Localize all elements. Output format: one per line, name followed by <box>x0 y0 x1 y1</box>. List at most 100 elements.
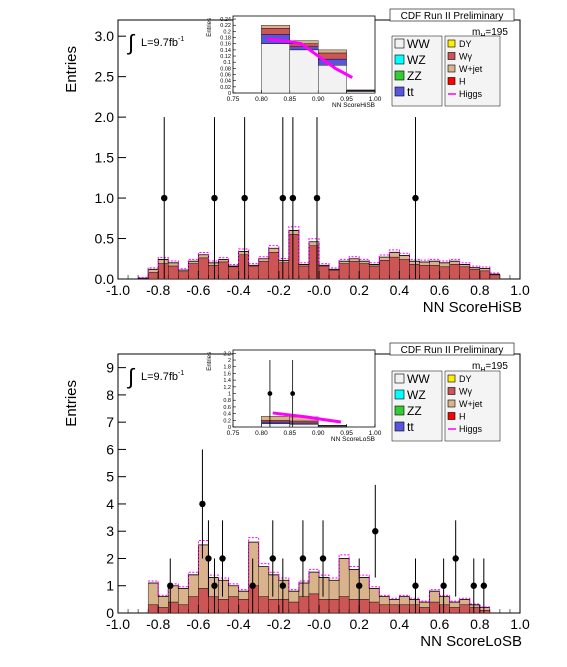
inset-x-tick-label: 0.75 <box>227 96 240 103</box>
mass-label: mH=195 <box>472 361 508 374</box>
bar-wgamma <box>198 588 209 614</box>
x-tick-label: -0.4 <box>227 616 251 632</box>
y-tick-label: 1 <box>106 578 114 594</box>
inset-y-tick-label: 0.4 <box>223 412 231 418</box>
inset-y-tick-label: 0.2 <box>223 29 231 35</box>
bar-wgamma <box>308 593 320 614</box>
inset-y-tick-label: 0.18 <box>220 36 231 42</box>
legend-swatch <box>447 387 456 395</box>
bar-wjet <box>198 254 209 259</box>
y-tick-label: 1.0 <box>95 190 115 206</box>
panel-hisb: -1.0 -0.8 -0.6 -0.4 -0.2 -0.0 0.2 0.4 0.6 0.8 1.00… <box>63 8 530 316</box>
bar-wgamma <box>238 599 249 614</box>
bar-wjet <box>429 260 440 266</box>
legend-swatch <box>394 389 405 400</box>
signal-line <box>138 226 500 278</box>
bar-wgamma <box>399 604 410 614</box>
inset-frame <box>232 349 376 428</box>
legend-left: WW WZ ZZ tt <box>391 370 443 442</box>
data-point <box>452 555 459 562</box>
inset-bar <box>289 420 319 424</box>
bar-wjet <box>288 590 300 603</box>
x-tick-label: -0.8 <box>146 282 170 298</box>
bar-wjet <box>198 544 209 589</box>
x-axis-title: NN ScoreHiSB <box>423 299 522 316</box>
bar-wgamma <box>338 263 350 280</box>
axes: -1.0 -0.8 -0.6 -0.4 -0.2 -0.0 0.2 0.4 0.6 0.8 1.00… <box>95 28 530 298</box>
inset-bar <box>289 424 319 428</box>
bar-wgamma <box>409 604 420 614</box>
inset-y-tick-label: 0.24 <box>220 17 231 23</box>
y-tick-label: 0.0 <box>95 271 115 287</box>
bar-wjet <box>268 248 280 253</box>
bar-wjet <box>399 596 410 606</box>
bar-wjet <box>228 585 239 597</box>
signal-overlay <box>138 226 500 278</box>
legend-swatch <box>447 64 456 73</box>
bar-wjet <box>258 566 269 597</box>
legend-label: ZZ <box>407 404 422 418</box>
legend-label: Wγ <box>459 52 472 62</box>
bar-wgamma <box>479 610 491 614</box>
bar-wjet <box>328 580 340 600</box>
experiment-box <box>389 342 515 356</box>
inset-y-tick-label: 1.2 <box>223 385 231 391</box>
legend-swatch <box>394 421 405 432</box>
inset-x-tick-label: 0.85 <box>283 96 296 103</box>
bar-wgamma <box>248 265 259 280</box>
bar-wgamma <box>218 261 229 280</box>
inset-y-tick-label: 0.06 <box>220 73 231 79</box>
bar-wgamma <box>208 596 219 614</box>
bar-wjet <box>449 260 460 265</box>
y-tick-label: 2.0 <box>95 109 115 125</box>
inset-x-tick-label: 1.00 <box>369 430 382 437</box>
x-axis-title: NN ScoreLoSB <box>420 633 522 650</box>
bar-wjet <box>318 577 330 600</box>
x-tick-label: -0.0 <box>307 282 331 298</box>
bar-wjet <box>168 262 179 267</box>
data-point <box>372 528 379 535</box>
inset-bar <box>261 25 290 29</box>
inset-x-tick-label: 0.85 <box>283 430 296 437</box>
bar-wjet <box>288 230 300 235</box>
data-point <box>161 194 168 202</box>
inset-x-tick-label: 1.00 <box>369 96 382 103</box>
x-tick-label: -1.0 <box>106 282 130 298</box>
legend-swatch <box>394 405 405 416</box>
bar-wgamma <box>288 234 300 280</box>
bar-wjet <box>338 558 350 597</box>
legend-label: DY <box>459 374 472 384</box>
bar-wjet <box>389 252 400 258</box>
experiment-label: CDF Run II Preliminary <box>401 11 504 22</box>
inset-bar <box>261 43 290 94</box>
inset-data-point <box>267 391 273 396</box>
bar-wgamma <box>469 269 481 280</box>
bar-wgamma <box>278 262 290 280</box>
bar-wjet <box>389 599 400 606</box>
axes: -1.0 -0.8 -0.6 -0.4 -0.2 -0.0 0.2 0.4 0.6 0.8 1.00… <box>106 360 530 632</box>
data-point <box>470 582 477 589</box>
bar-wjet <box>147 582 159 606</box>
x-tick-label: -0.0 <box>307 616 331 632</box>
data-point <box>356 582 363 589</box>
inset-bar <box>318 65 347 94</box>
legend-label: WW <box>407 372 430 386</box>
inset-y-tick-label: 0.6 <box>223 405 231 411</box>
inset-x-tick-label: 0.90 <box>312 96 325 103</box>
inset-y-tick-label: 0 <box>228 91 231 97</box>
bar-wgamma <box>359 599 370 614</box>
inset-y-tick-label: 0.8 <box>223 398 231 404</box>
x-tick-label: 0.2 <box>349 616 369 632</box>
inset-bar <box>261 28 290 35</box>
bar-wgamma <box>459 604 470 614</box>
bar-wjet <box>409 599 420 606</box>
inset-x-tick-label: 0.95 <box>340 430 353 437</box>
y-tick-label: 8 <box>106 387 114 403</box>
data-point <box>167 582 174 589</box>
y-axis-title: Entries <box>63 380 80 427</box>
inset-y-tick-label: 0.2 <box>223 418 231 424</box>
bar-wgamma <box>298 596 310 614</box>
bar-wjet <box>459 599 470 606</box>
bar-wgamma <box>399 259 410 280</box>
bar-wgamma <box>338 596 350 614</box>
